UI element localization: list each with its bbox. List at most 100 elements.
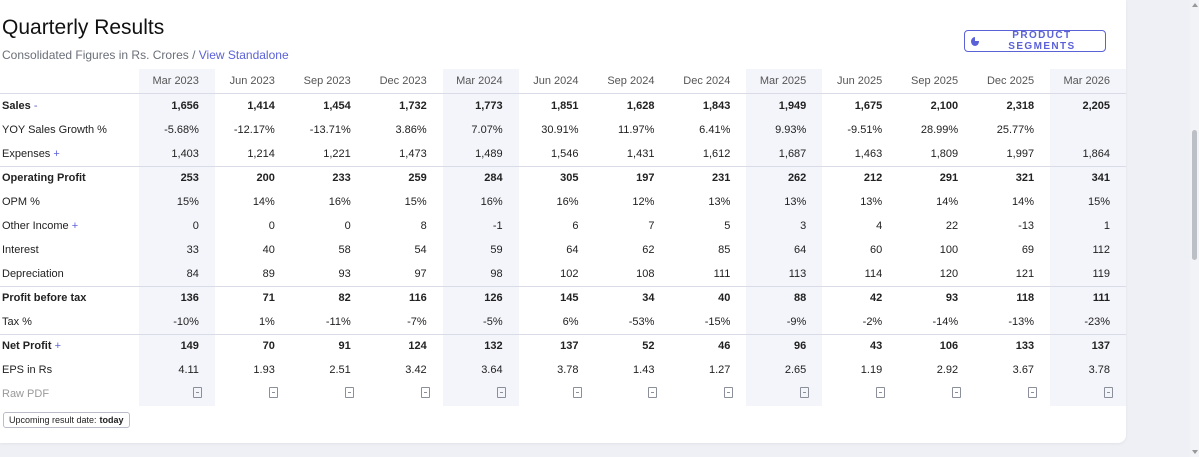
table-cell: 1,473: [399, 147, 427, 160]
table-cell: 42: [822, 285, 899, 310]
raw-pdf-cell[interactable]: [974, 382, 1050, 406]
table-cell: 3.78: [557, 364, 579, 376]
row-label-text: YOY Sales Growth %: [2, 124, 107, 136]
table-row: Operating Profit 253 200 233 259 284 305 197 231…: [0, 165, 1126, 190]
scroll-down-arrow-icon[interactable]: [1192, 450, 1198, 454]
table-cell: -12.17%: [233, 124, 275, 136]
raw-pdf-cell[interactable]: [215, 382, 291, 406]
table-cell: 97: [414, 267, 427, 280]
table-cell: 25.77%: [996, 124, 1035, 136]
table-cell: 93: [338, 267, 351, 280]
raw-pdf-cell[interactable]: [595, 382, 671, 406]
table-cell: 16%: [328, 196, 351, 208]
row-label[interactable]: Net Profit +: [0, 333, 139, 358]
expand-toggle[interactable]: +: [53, 147, 60, 160]
row-label-text: Profit before tax: [2, 292, 87, 305]
scrollbar-thumb[interactable]: [1192, 130, 1197, 260]
table-cell: 116: [366, 285, 443, 310]
table-cell: 1,628: [626, 99, 655, 112]
table-cell: 96: [746, 333, 823, 358]
product-segments-button[interactable]: PRODUCT SEGMENTS: [964, 30, 1106, 52]
raw-pdf-cell[interactable]: [519, 382, 595, 406]
vertical-scrollbar[interactable]: [1190, 0, 1199, 457]
table-cell: 88: [746, 285, 823, 310]
table-cell: 64: [794, 244, 807, 256]
table-row: Net Profit +149 70 91 124 132 137 52 46 96 43 106 1…: [0, 333, 1126, 358]
raw-pdf-cell[interactable]: [1050, 382, 1126, 406]
pdf-file-icon[interactable]: [724, 387, 734, 398]
table-cell: -14%: [932, 315, 959, 328]
pdf-file-icon[interactable]: [572, 387, 582, 398]
quarter-header: Mar 2024: [442, 69, 519, 94]
raw-pdf-cell[interactable]: [291, 382, 367, 406]
table-cell: -53%: [628, 315, 655, 328]
table-cell: -9.51%: [847, 124, 883, 136]
pdf-file-icon[interactable]: [800, 387, 810, 398]
pdf-file-icon[interactable]: [648, 387, 658, 398]
raw-pdf-cell[interactable]: [746, 382, 822, 406]
raw-pdf-cell[interactable]: [139, 382, 215, 406]
table-cell: 106: [898, 333, 975, 358]
table-cell: 7: [648, 220, 655, 232]
table-cell: 1,214: [247, 147, 275, 160]
table-cell: 91: [290, 333, 367, 358]
table-cell: 40: [670, 285, 747, 310]
table-cell: 1%: [258, 315, 275, 328]
table-cell: 119: [1092, 267, 1110, 280]
row-label: Depreciation: [0, 262, 139, 286]
table-cell: 71: [214, 285, 291, 310]
raw-pdf-cell[interactable]: [822, 382, 898, 406]
pdf-file-icon[interactable]: [420, 387, 430, 398]
row-label[interactable]: Sales -: [0, 93, 139, 118]
pdf-file-icon[interactable]: [876, 387, 886, 398]
expand-toggle[interactable]: +: [54, 340, 61, 353]
table-cell: 1.19: [860, 364, 883, 376]
quarterly-results-table: Mar 2023 Jun 2023 Sep 2023 Dec 2023 Mar 2024…: [0, 69, 1126, 406]
table-cell: 6%: [562, 315, 579, 328]
row-label[interactable]: Other Income +: [0, 214, 139, 238]
table-cell: 0: [344, 220, 351, 232]
raw-pdf-cell[interactable]: [443, 382, 519, 406]
table-cell: -13%: [1008, 315, 1035, 328]
collapse-toggle[interactable]: -: [33, 99, 38, 112]
quarter-header: Dec 2025: [974, 69, 1051, 94]
expand-toggle[interactable]: +: [71, 220, 79, 232]
table-cell: 1,546: [551, 147, 579, 160]
table-cell: 12%: [632, 196, 655, 208]
pdf-file-icon[interactable]: [952, 387, 962, 398]
raw-pdf-cell[interactable]: [670, 382, 746, 406]
row-label: Tax %: [0, 310, 139, 334]
quarter-header: Sep 2023: [290, 69, 367, 94]
table-cell: -1: [492, 220, 503, 232]
quarter-header: Dec 2023: [366, 69, 443, 94]
pdf-file-icon[interactable]: [192, 387, 202, 398]
pdf-file-icon[interactable]: [344, 387, 354, 398]
pdf-file-icon[interactable]: [1104, 387, 1113, 398]
raw-pdf-cell[interactable]: [898, 382, 974, 406]
quarter-header: Jun 2023: [214, 69, 291, 94]
raw-pdf-cell[interactable]: [367, 382, 443, 406]
row-label[interactable]: Expenses +: [0, 142, 139, 166]
table-cell: 111: [713, 267, 731, 280]
scroll-up-arrow-icon[interactable]: [1192, 3, 1198, 7]
table-cell: 2,100: [930, 99, 959, 112]
table-cell: 89: [262, 267, 275, 280]
pdf-file-icon[interactable]: [496, 387, 506, 398]
table-cell: 126: [442, 285, 519, 310]
table-cell: 9.93%: [775, 124, 807, 136]
table-cell: 60: [869, 244, 883, 256]
table-cell: 1,403: [171, 147, 199, 160]
table-cell: 43: [822, 333, 899, 358]
pdf-file-icon[interactable]: [1028, 387, 1038, 398]
table-cell: 1,489: [475, 147, 503, 160]
table-row: Profit before tax 136 71 82 116 126 145 34 40 88 4…: [0, 285, 1126, 310]
table-cell: 59: [490, 244, 503, 256]
table-cell: -5%: [483, 315, 503, 328]
pdf-file-icon[interactable]: [268, 387, 278, 398]
table-row: Sales - 1,656 1,414 1,454 1,732 1,773 1,851 1,6…: [0, 93, 1126, 118]
view-standalone-link[interactable]: View Standalone: [198, 48, 289, 62]
table-cell: 14%: [252, 196, 275, 208]
table-cell: -13: [1018, 220, 1035, 232]
table-cell: 46: [670, 333, 747, 358]
table-cell: 3.42: [405, 364, 427, 376]
